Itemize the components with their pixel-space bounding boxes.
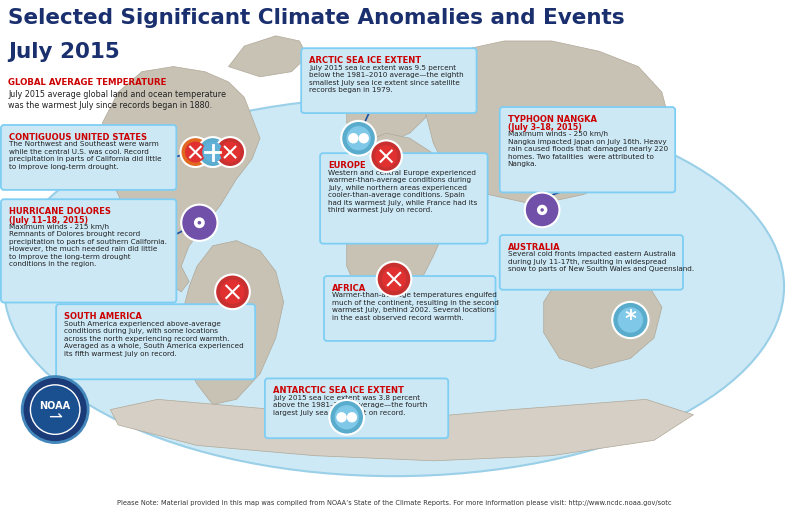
Circle shape — [377, 262, 411, 296]
Text: Several cold fronts impacted eastern Australia
during July 11-17th, resulting in: Several cold fronts impacted eastern Aus… — [507, 251, 694, 272]
FancyBboxPatch shape — [265, 378, 448, 438]
Text: Maximum winds - 215 km/h
Remnants of Dolores brought record
precipitation to par: Maximum winds - 215 km/h Remnants of Dol… — [9, 224, 167, 267]
Polygon shape — [426, 41, 670, 205]
Text: July 2015 sea ice extent was 9.5 percent
below the 1981–2010 average—the eighth
: July 2015 sea ice extent was 9.5 percent… — [309, 65, 464, 93]
Text: Warmer-than-average temperatures engulfed
much of the continent, resulting in th: Warmer-than-average temperatures engulfe… — [332, 292, 499, 321]
Text: ANTARCTIC SEA ICE EXTENT: ANTARCTIC SEA ICE EXTENT — [273, 387, 403, 395]
FancyBboxPatch shape — [1, 125, 177, 190]
Circle shape — [348, 133, 359, 143]
Circle shape — [220, 142, 240, 162]
Circle shape — [221, 280, 244, 304]
Polygon shape — [347, 61, 433, 143]
Circle shape — [180, 137, 210, 167]
FancyBboxPatch shape — [301, 48, 477, 113]
Circle shape — [181, 205, 217, 241]
Circle shape — [198, 221, 201, 225]
FancyBboxPatch shape — [500, 235, 683, 290]
Text: July 2015: July 2015 — [8, 42, 120, 62]
FancyBboxPatch shape — [1, 199, 177, 303]
Text: Please Note: Material provided in this map was compiled from NOAA’s State of the: Please Note: Material provided in this m… — [117, 500, 671, 506]
Circle shape — [618, 307, 643, 333]
Polygon shape — [347, 133, 449, 317]
Text: ARCTIC SEA ICE EXTENT: ARCTIC SEA ICE EXTENT — [309, 56, 422, 65]
Circle shape — [336, 412, 347, 422]
Text: *: * — [624, 309, 637, 331]
Text: GLOBAL AVERAGE TEMPERATURE: GLOBAL AVERAGE TEMPERATURE — [8, 78, 166, 87]
Circle shape — [335, 405, 359, 430]
Circle shape — [375, 145, 397, 167]
Circle shape — [537, 205, 548, 215]
Text: Western and central Europe experienced
warmer-than-average conditions during
Jul: Western and central Europe experienced w… — [328, 169, 478, 213]
Circle shape — [194, 217, 205, 228]
Circle shape — [198, 137, 228, 167]
Text: HURRICANE DOLORES: HURRICANE DOLORES — [9, 207, 111, 216]
Circle shape — [215, 274, 250, 309]
Text: July 2015 average global land and ocean temperature
was the warmest July since r: July 2015 average global land and ocean … — [8, 90, 226, 111]
Circle shape — [341, 121, 376, 156]
Text: ⇀: ⇀ — [48, 409, 62, 426]
Circle shape — [215, 137, 245, 167]
Text: CONTIGUOUS UNITED STATES: CONTIGUOUS UNITED STATES — [9, 133, 147, 142]
Circle shape — [541, 208, 544, 211]
Circle shape — [31, 385, 80, 434]
Polygon shape — [181, 241, 284, 404]
Text: AFRICA: AFRICA — [332, 284, 366, 293]
Circle shape — [347, 126, 370, 151]
Text: TYPHOON NANGKA: TYPHOON NANGKA — [507, 115, 597, 124]
FancyBboxPatch shape — [56, 304, 255, 379]
Polygon shape — [544, 266, 662, 369]
Circle shape — [382, 267, 406, 291]
Polygon shape — [229, 36, 307, 77]
Circle shape — [22, 377, 88, 442]
Circle shape — [329, 400, 364, 435]
Ellipse shape — [4, 97, 784, 476]
Text: (July 3–18, 2015): (July 3–18, 2015) — [507, 123, 582, 133]
Circle shape — [359, 133, 369, 143]
Text: EUROPE: EUROPE — [328, 161, 366, 170]
Text: July 2015 sea ice extent was 3.8 percent
above the 1981–2010 average—the fourth
: July 2015 sea ice extent was 3.8 percent… — [273, 395, 427, 416]
Polygon shape — [110, 399, 693, 461]
Circle shape — [612, 302, 649, 338]
Text: South America experienced above-average
conditions during July, with some locati: South America experienced above-average … — [64, 321, 243, 356]
Text: SOUTH AMERICA: SOUTH AMERICA — [64, 312, 142, 321]
Text: AUSTRALIA: AUSTRALIA — [507, 243, 560, 252]
FancyBboxPatch shape — [324, 276, 496, 341]
Polygon shape — [102, 67, 260, 292]
Circle shape — [185, 142, 206, 162]
FancyBboxPatch shape — [500, 107, 675, 193]
Circle shape — [525, 193, 559, 227]
Text: NOAA: NOAA — [39, 400, 71, 411]
Circle shape — [347, 412, 357, 422]
FancyBboxPatch shape — [320, 153, 488, 244]
Text: Maximum winds - 250 km/h
Nangka impacted Japan on July 16th. Heavy
rain caused f: Maximum winds - 250 km/h Nangka impacted… — [507, 132, 668, 167]
Text: The Northwest and Southeast were warm
while the central U.S. was cool. Record
pr: The Northwest and Southeast were warm wh… — [9, 141, 162, 170]
Text: (July 11–18, 2015): (July 11–18, 2015) — [9, 216, 88, 225]
Circle shape — [370, 140, 402, 172]
Circle shape — [203, 142, 223, 162]
Text: Selected Significant Climate Anomalies and Events: Selected Significant Climate Anomalies a… — [8, 8, 625, 28]
